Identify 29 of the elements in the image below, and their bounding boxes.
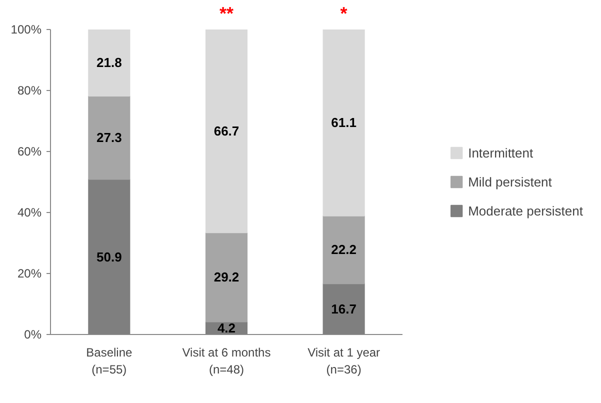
bar (322, 215, 365, 284)
annotation: * (340, 4, 348, 24)
x-tick-label: Visit at 6 months (n=48) (182, 346, 271, 376)
y-tick-label: 100% (10, 22, 42, 36)
bar (88, 95, 130, 180)
bar (205, 30, 248, 234)
annotation: ** (219, 4, 234, 24)
data-label: 27.3 (96, 130, 122, 146)
legend-label: Mild persistent (468, 174, 552, 189)
legend-label: Moderate persistent (468, 203, 583, 218)
data-label: 4.2 (217, 320, 236, 336)
y-tick-label: 60% (17, 144, 42, 158)
data-label: 16.7 (331, 302, 356, 317)
bar (88, 30, 130, 96)
data-label: 29.2 (214, 270, 240, 285)
y-tick-label: 40% (17, 206, 42, 220)
y-tick-label: 20% (17, 266, 42, 280)
bar (322, 30, 365, 216)
y-tick-label: 80% (17, 84, 42, 98)
data-label: 21.8 (96, 55, 122, 70)
x-tick-label: Visit at 1 year (n=36) (308, 346, 380, 376)
legend-label: Intermittent (468, 145, 534, 160)
data-label: 50.9 (96, 249, 122, 264)
y-tick-label: 0% (24, 328, 42, 342)
x-tick-label: Baseline (n=55) (86, 346, 133, 376)
data-label: 66.7 (214, 123, 240, 138)
bar (205, 232, 248, 322)
data-label: 61.1 (331, 115, 356, 130)
data-label: 22.2 (331, 242, 356, 258)
